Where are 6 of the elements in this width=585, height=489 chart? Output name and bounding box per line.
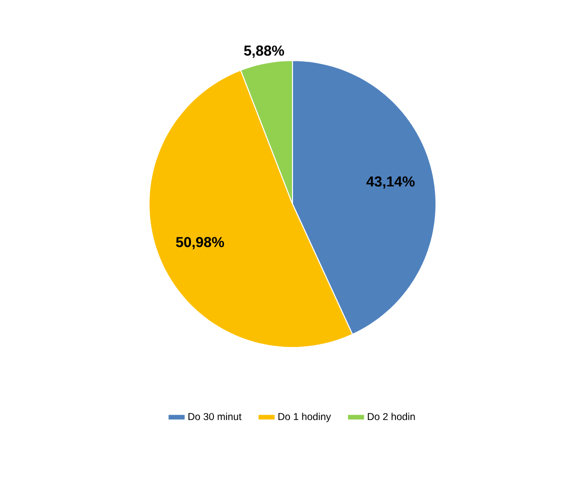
data-label: 43,14% — [366, 176, 415, 189]
legend-label: Do 2 hodin — [368, 412, 415, 420]
legend-label: Do 1 hodiny — [278, 412, 331, 422]
data-label: 50,98% — [176, 236, 224, 250]
data-label: 5,88% — [244, 46, 284, 58]
legend-label: Do 30 minut — [188, 412, 242, 420]
